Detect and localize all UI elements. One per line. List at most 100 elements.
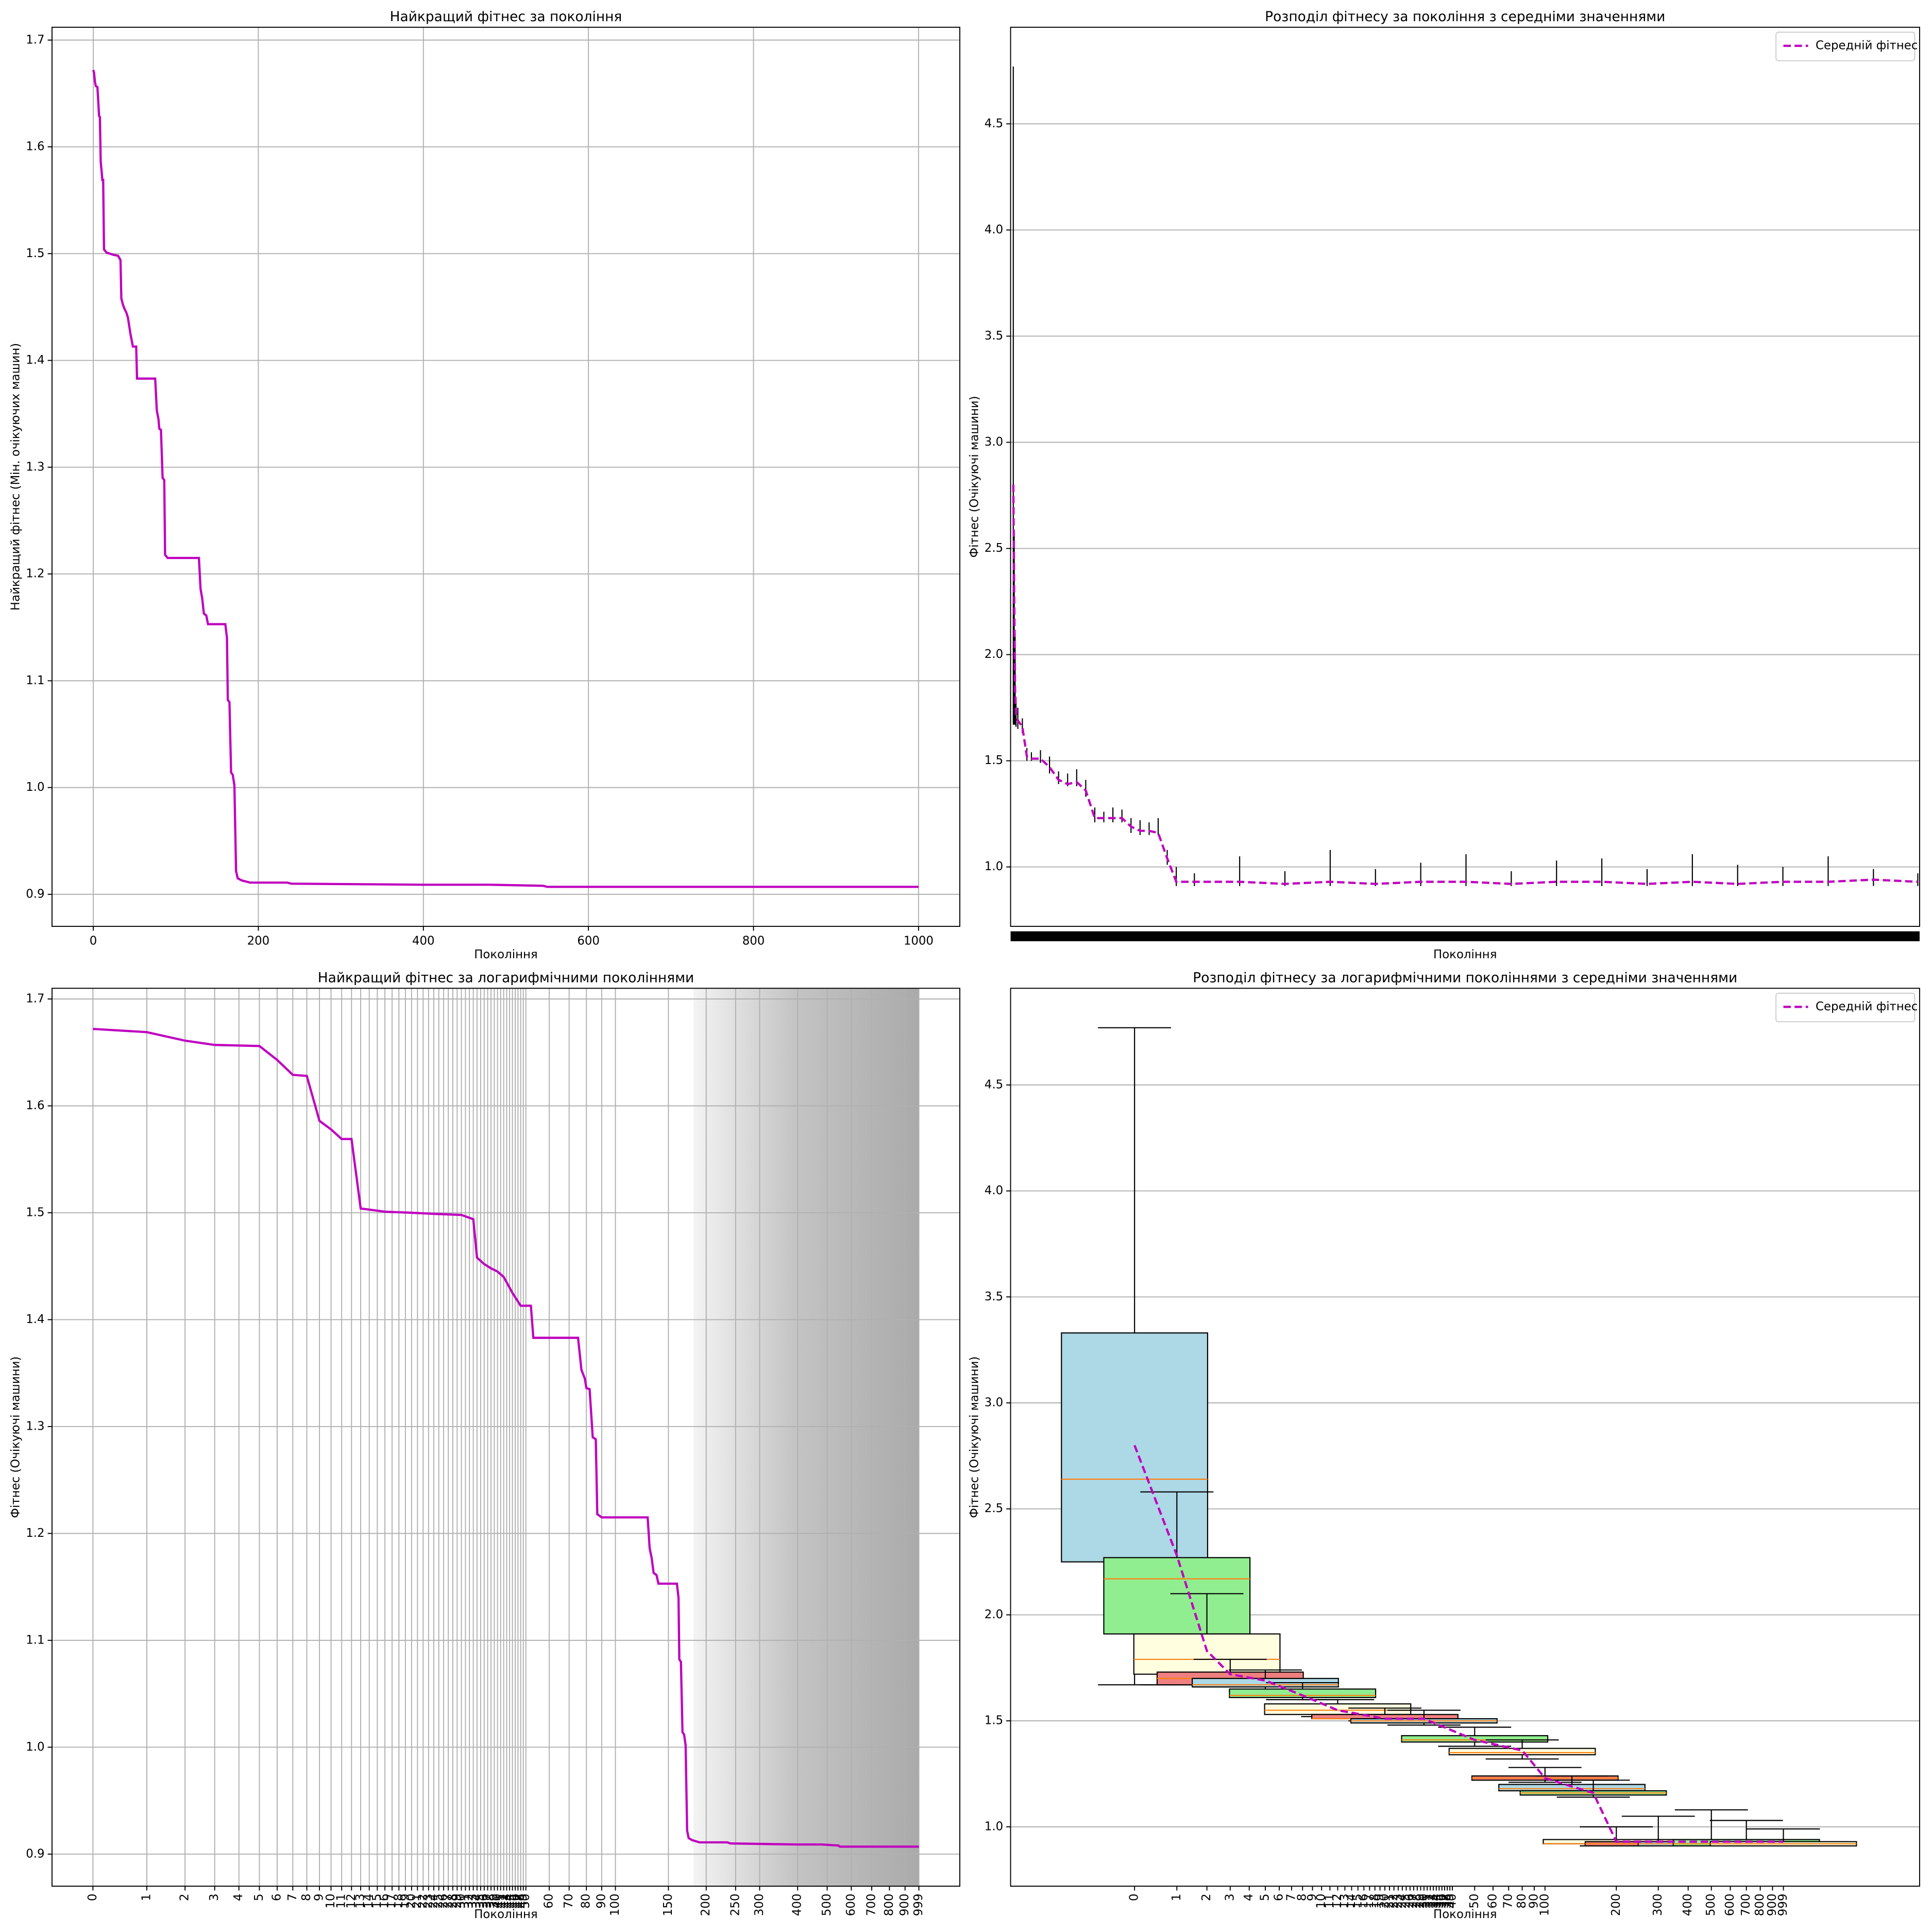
x-tick-label: 200	[247, 934, 270, 947]
y-tick-label: 3.0	[985, 435, 1003, 449]
x-tick-label: 36	[477, 1893, 490, 1908]
y-tick-label: 2.5	[985, 1502, 1003, 1515]
x-tick-label: 30	[454, 1893, 468, 1908]
x-tick-label: 900	[898, 1893, 911, 1916]
x-tick-label: 500	[1704, 1893, 1718, 1916]
x-tick-label: 48	[514, 1893, 527, 1908]
x-tick-label: 10	[1315, 1893, 1328, 1908]
x-tick-label: 35	[1432, 1893, 1446, 1908]
y-axis-label: Фітнес (Очікуючі машини)	[968, 396, 981, 557]
x-tick-label: 22	[416, 1893, 430, 1908]
x-tick-label: 700	[865, 1893, 878, 1916]
x-tick-label: 47	[511, 1893, 524, 1908]
x-tick-label: 2	[1200, 1893, 1213, 1901]
y-tick-label: 1.1	[26, 674, 44, 687]
y-tick-label: 1.6	[26, 140, 44, 154]
x-tick-label: 19	[398, 1893, 412, 1908]
x-tick-label: 11	[1323, 1893, 1336, 1908]
y-tick-label: 1.3	[26, 1419, 44, 1433]
x-tick-label: 7	[286, 1893, 299, 1901]
x-tick-label: 0	[90, 934, 97, 947]
x-tick-label: 3	[208, 1893, 221, 1901]
y-tick-label: 1.1	[26, 1633, 44, 1647]
y-tick-label: 0.9	[26, 1847, 44, 1860]
x-tick-label: 30	[1417, 1893, 1430, 1908]
x-tick-label: 9	[1306, 1893, 1319, 1901]
x-tick-label: 40	[490, 1893, 504, 1908]
y-axis-label: Фітнес (Очікуючі машини)	[968, 1357, 981, 1518]
data-line	[92, 70, 919, 888]
x-tick-label: 100	[1538, 1893, 1551, 1916]
x-tick-label: 39	[487, 1893, 501, 1908]
x-tick-label: 1	[1170, 1893, 1183, 1901]
dense-grid-shade	[693, 988, 919, 1887]
x-tick-label: 28	[446, 1893, 459, 1908]
y-tick-label: 3.5	[985, 1290, 1003, 1303]
x-tick-label: 44	[503, 1893, 516, 1908]
x-tick-label: 45	[505, 1893, 519, 1908]
y-tick-label: 2.5	[985, 541, 1003, 555]
x-tick-label: 12	[1331, 1893, 1344, 1908]
x-tick-label: 0	[86, 1893, 99, 1901]
x-tick-label: 17	[385, 1893, 399, 1908]
x-tick-label: 100	[608, 1893, 622, 1916]
y-axis-label: Найкращий фітнес (Мін. очікуючих машин)	[9, 343, 23, 611]
y-tick-label: 4.0	[985, 1184, 1003, 1197]
box	[1448, 1748, 1596, 1756]
y-tick-label: 4.5	[985, 117, 1003, 130]
x-tick-label: 200	[1609, 1893, 1623, 1916]
y-tick-label: 3.0	[985, 1396, 1003, 1410]
x-tick-label: 0	[1128, 1893, 1141, 1901]
x-tick-label: 20	[404, 1893, 418, 1908]
x-tick-label: 32	[463, 1893, 476, 1908]
x-tick-label: 999	[912, 1893, 925, 1916]
x-tick-label: 17	[1363, 1893, 1376, 1908]
x-tick-label: 80	[580, 1893, 593, 1908]
x-tick-label: 70	[562, 1893, 575, 1908]
x-tick-label: 6	[270, 1893, 283, 1901]
x-tick-label: 14	[362, 1893, 376, 1908]
y-tick-label: 1.0	[985, 860, 1003, 873]
y-tick-label: 3.5	[985, 329, 1003, 343]
x-tick-label: 24	[1395, 1893, 1409, 1908]
y-tick-label: 1.5	[26, 1206, 44, 1219]
x-tick-label: 39	[1443, 1893, 1456, 1908]
box	[1133, 1633, 1281, 1675]
legend-box	[1775, 31, 1916, 61]
x-tick-label: 1000	[904, 934, 934, 947]
x-axis-label: Покоління	[474, 948, 537, 961]
x-tick-label: 70	[1502, 1893, 1515, 1908]
x-tick-label: 38	[484, 1893, 498, 1908]
x-tick-label-clutter	[1010, 931, 1920, 941]
x-tick-label: 32	[1423, 1893, 1437, 1908]
x-tick-label: 26	[1403, 1893, 1416, 1908]
mean-line	[1133, 1445, 1784, 1843]
y-tick-label: 0.9	[26, 887, 44, 901]
chart-title: Розподіл фітнесу за покоління з середнім…	[1265, 9, 1665, 25]
x-tick-label: 900	[1766, 1893, 1779, 1916]
axes-frame	[52, 26, 960, 927]
x-tick-label: 400	[791, 1893, 804, 1916]
x-tick-label: 800	[883, 1893, 896, 1916]
x-tick-label: 500	[820, 1893, 834, 1916]
x-tick-label: 600	[577, 934, 600, 947]
x-tick-label: 12	[345, 1893, 358, 1908]
y-tick-label: 1.2	[26, 1527, 44, 1540]
legend-label: Середній фітнес	[1816, 1000, 1918, 1013]
x-tick-label: 11	[335, 1893, 348, 1908]
legend-label: Середній фітнес	[1816, 39, 1918, 52]
x-tick-label: 60	[543, 1893, 556, 1908]
x-tick-label: 90	[595, 1893, 608, 1908]
mean-line	[1012, 484, 1918, 885]
x-axis-label: Покоління	[474, 1908, 537, 1921]
x-tick-label: 4	[232, 1893, 245, 1901]
x-tick-label: 27	[442, 1893, 455, 1908]
x-tick-label: 15	[370, 1893, 384, 1908]
x-tick-label: 250	[728, 1893, 742, 1916]
x-tick-label: 25	[1399, 1893, 1413, 1908]
x-tick-label: 8	[300, 1893, 313, 1901]
x-tick-label: 28	[1410, 1893, 1423, 1908]
x-tick-label: 35	[473, 1893, 487, 1908]
